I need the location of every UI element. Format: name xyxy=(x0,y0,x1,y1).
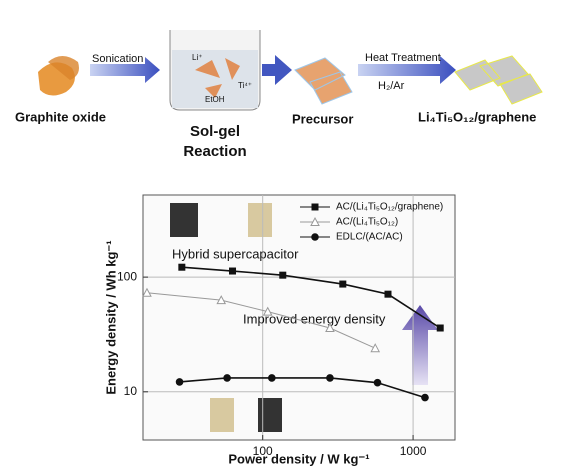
sheets xyxy=(195,58,240,98)
marker xyxy=(216,295,227,305)
x-axis-title: Power density / W kg⁻¹ xyxy=(228,451,369,466)
marker xyxy=(339,280,347,288)
step-label: Sonication xyxy=(92,53,143,65)
marker xyxy=(175,378,184,386)
step-label: H₂/Ar xyxy=(378,80,405,92)
marker xyxy=(311,203,319,211)
marker xyxy=(310,216,320,226)
device-icon xyxy=(258,398,282,432)
marker xyxy=(142,287,152,297)
device-icon xyxy=(210,398,234,432)
series-line xyxy=(181,266,441,329)
step-label: Heat Treatment xyxy=(365,52,441,64)
stage-label: Precursor xyxy=(292,111,353,126)
stage-label: Graphite oxide xyxy=(15,109,106,124)
marker xyxy=(279,271,287,279)
marker xyxy=(373,378,382,387)
stage-label: Sol-gel xyxy=(190,123,240,140)
marker xyxy=(311,233,319,241)
improvement-arrow xyxy=(402,305,438,385)
x-tick-label: 100 xyxy=(253,444,273,458)
beaker-label: Ti⁴⁺ xyxy=(238,81,252,90)
precursor-icon xyxy=(294,57,353,105)
y-axis-title: Energy density / Wh kg⁻¹ xyxy=(103,240,118,394)
annotation: Hybrid supercapacitor xyxy=(172,246,299,261)
y-tick-label: 10 xyxy=(124,384,138,398)
marker xyxy=(370,343,381,353)
arrow xyxy=(262,55,292,85)
stage-label: Li₄Ti₅O₁₂/graphene xyxy=(418,109,536,124)
graphite-oxide-icon xyxy=(48,56,79,80)
x-tick-label: 1000 xyxy=(400,444,427,458)
marker xyxy=(268,374,276,382)
stage-label: Reaction xyxy=(183,143,246,160)
device-icon xyxy=(248,203,272,237)
product-icon xyxy=(454,55,543,105)
plot-area xyxy=(142,194,456,441)
marker xyxy=(384,290,392,298)
arrow xyxy=(358,56,456,84)
marker xyxy=(436,324,444,332)
y-tick-label: 100 xyxy=(117,269,137,283)
legend-label: EDLC/(AC/AC) xyxy=(336,232,403,243)
marker xyxy=(325,322,335,333)
beaker-label: Li⁺ xyxy=(192,53,202,62)
series-line xyxy=(179,377,426,399)
device-icon xyxy=(170,203,198,237)
arrow xyxy=(90,57,160,83)
legend-label: AC/(Li₄Ti₅O₁₂/graphene) xyxy=(336,202,443,213)
schematic: Sonication Li⁺ Ti⁴⁺ EtOH Heat Treatment … xyxy=(15,30,543,160)
legend-label: AC/(Li₄Ti₅O₁₂) xyxy=(336,217,398,228)
marker xyxy=(326,374,334,382)
marker xyxy=(229,267,237,275)
beaker-label: EtOH xyxy=(205,95,225,104)
annotation: Improved energy density xyxy=(243,311,386,326)
marker xyxy=(223,374,231,382)
marker xyxy=(262,306,273,316)
marker xyxy=(421,393,429,402)
marker xyxy=(178,263,186,271)
solution xyxy=(172,50,258,108)
